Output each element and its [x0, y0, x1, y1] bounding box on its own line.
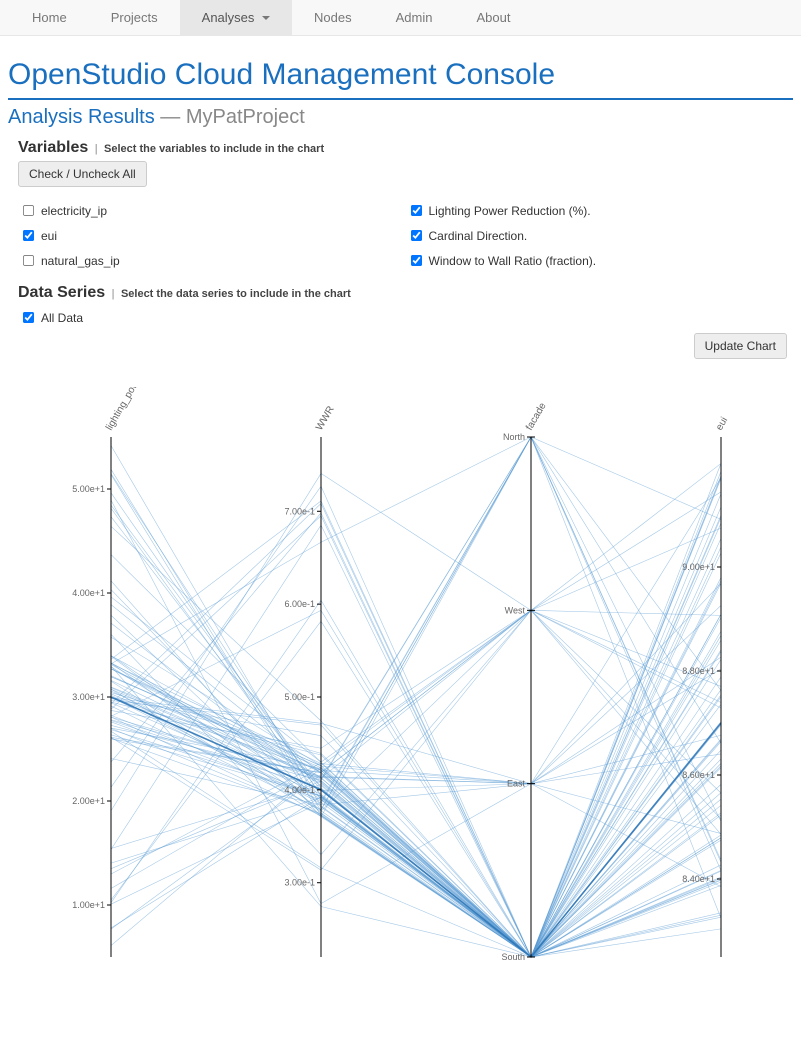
- chevron-down-icon: [262, 16, 270, 20]
- variable-label: electricity_ip: [41, 204, 107, 218]
- nav-item-about[interactable]: About: [454, 0, 532, 36]
- pipe-separator: |: [112, 288, 115, 300]
- variable-label: Window to Wall Ratio (fraction).: [429, 254, 597, 268]
- variables-right-col: Lighting Power Reduction (%). Cardinal Di…: [406, 195, 794, 276]
- variables-heading: Variables | Select the variables to incl…: [18, 139, 793, 157]
- tick-label: 8.60e+1: [682, 770, 715, 780]
- data-line: [111, 528, 721, 773]
- tick-label: 4.00e-1: [284, 785, 315, 795]
- data-series-heading: Data Series | Select the data series to …: [18, 284, 793, 302]
- data-line: [111, 516, 721, 957]
- variable-label: All Data: [41, 311, 83, 325]
- data-line: [111, 651, 721, 957]
- variable-checkbox-row: eui: [18, 226, 406, 245]
- variable-checkbox[interactable]: [410, 205, 421, 216]
- results-label: Analysis Results: [8, 106, 155, 128]
- navbar: HomeProjectsAnalyses NodesAdminAbout: [0, 0, 801, 36]
- variables-heading-text: Variables: [18, 139, 88, 156]
- axis-label: lighting_power_reduction_percent: [104, 387, 189, 433]
- data-line: [111, 583, 721, 957]
- variables-hint: Select the variables to include in the c…: [104, 143, 324, 155]
- tick-label: North: [502, 432, 524, 442]
- variables-columns: electricity_ipeui natural_gas_ip Lighting…: [18, 195, 793, 276]
- tick-label: 5.00e-1: [284, 692, 315, 702]
- parallel-coords-chart: lighting_power_reduction_percent 1.00e+1 2…: [21, 387, 781, 967]
- nav-item-nodes[interactable]: Nodes: [292, 0, 374, 36]
- tick-label: 3.00e+1: [72, 692, 105, 702]
- variables-left-col: electricity_ipeui natural_gas_ip: [18, 195, 406, 276]
- data-line: [111, 437, 721, 860]
- variable-checkbox[interactable]: [23, 312, 34, 323]
- tick-label: 9.00e+1: [682, 562, 715, 572]
- pipe-separator: |: [95, 143, 98, 155]
- variable-checkbox-row: Cardinal Direction.: [406, 226, 794, 245]
- variable-checkbox-row: Window to Wall Ratio (fraction).: [406, 251, 794, 270]
- data-line: [111, 437, 721, 690]
- main-container: OpenStudio Cloud Management Console Anal…: [0, 36, 801, 987]
- variable-label: Lighting Power Reduction (%).: [429, 204, 591, 218]
- update-chart-button[interactable]: Update Chart: [694, 333, 787, 359]
- tick-label: 2.00e+1: [72, 796, 105, 806]
- variable-checkbox[interactable]: [410, 255, 421, 266]
- axis-label: eui: [714, 415, 730, 432]
- data-line: [111, 515, 721, 957]
- data-series-hint: Select the data series to include in the…: [121, 288, 351, 300]
- nav-item-admin[interactable]: Admin: [374, 0, 455, 36]
- nav-item-analyses[interactable]: Analyses: [180, 0, 292, 36]
- tick-label: 7.00e-1: [284, 506, 315, 516]
- data-line: [111, 669, 721, 957]
- variable-checkbox[interactable]: [23, 230, 34, 241]
- tick-label: South: [501, 952, 525, 962]
- tick-label: 8.40e+1: [682, 874, 715, 884]
- variable-checkbox-row: natural_gas_ip: [18, 251, 406, 270]
- axis-facade: facadeNorth West East South: [501, 401, 548, 962]
- variable-checkbox-row: electricity_ip: [18, 201, 406, 220]
- tick-label: West: [504, 605, 525, 615]
- nav-item-home[interactable]: Home: [10, 0, 89, 36]
- data-line: [111, 614, 721, 957]
- axis-label: facade: [524, 401, 549, 433]
- data-series-list: All Data: [18, 308, 793, 327]
- data-series-heading-text: Data Series: [18, 284, 105, 301]
- subtitle-dash: —: [155, 106, 186, 128]
- variable-label: Cardinal Direction.: [429, 229, 528, 243]
- data-line: [111, 621, 721, 957]
- data-line: [111, 463, 721, 957]
- variable-label: eui: [41, 229, 57, 243]
- nav-item-projects[interactable]: Projects: [89, 0, 180, 36]
- variable-checkbox[interactable]: [23, 205, 34, 216]
- variable-checkbox-row: All Data: [18, 308, 793, 327]
- tick-label: East: [506, 779, 525, 789]
- data-line: [111, 513, 721, 957]
- variable-checkbox[interactable]: [410, 230, 421, 241]
- tick-label: 1.00e+1: [72, 900, 105, 910]
- tick-label: 4.00e+1: [72, 588, 105, 598]
- variable-checkbox-row: Lighting Power Reduction (%).: [406, 201, 794, 220]
- data-line: [111, 486, 721, 957]
- chart-lines: [111, 437, 721, 957]
- chart-container: lighting_power_reduction_percent 1.00e+1 2…: [8, 387, 793, 987]
- axis-label: WWR: [314, 404, 337, 432]
- data-line: [111, 615, 721, 957]
- tick-label: 6.00e-1: [284, 599, 315, 609]
- page-title: OpenStudio Cloud Management Console: [8, 58, 793, 100]
- tick-label: 5.00e+1: [72, 484, 105, 494]
- data-line: [111, 722, 721, 957]
- variable-checkbox[interactable]: [23, 255, 34, 266]
- tick-label: 8.80e+1: [682, 666, 715, 676]
- check-uncheck-all-button[interactable]: Check / Uncheck All: [18, 161, 147, 187]
- tick-label: 3.00e-1: [284, 878, 315, 888]
- axis-eui: eui 8.40e+1 8.60e+1 8.80e+1 9.00e+1: [682, 415, 730, 957]
- project-name: MyPatProject: [186, 106, 305, 128]
- data-line: [111, 614, 721, 957]
- page-subtitle: Analysis Results — MyPatProject: [8, 106, 793, 129]
- variable-label: natural_gas_ip: [41, 254, 120, 268]
